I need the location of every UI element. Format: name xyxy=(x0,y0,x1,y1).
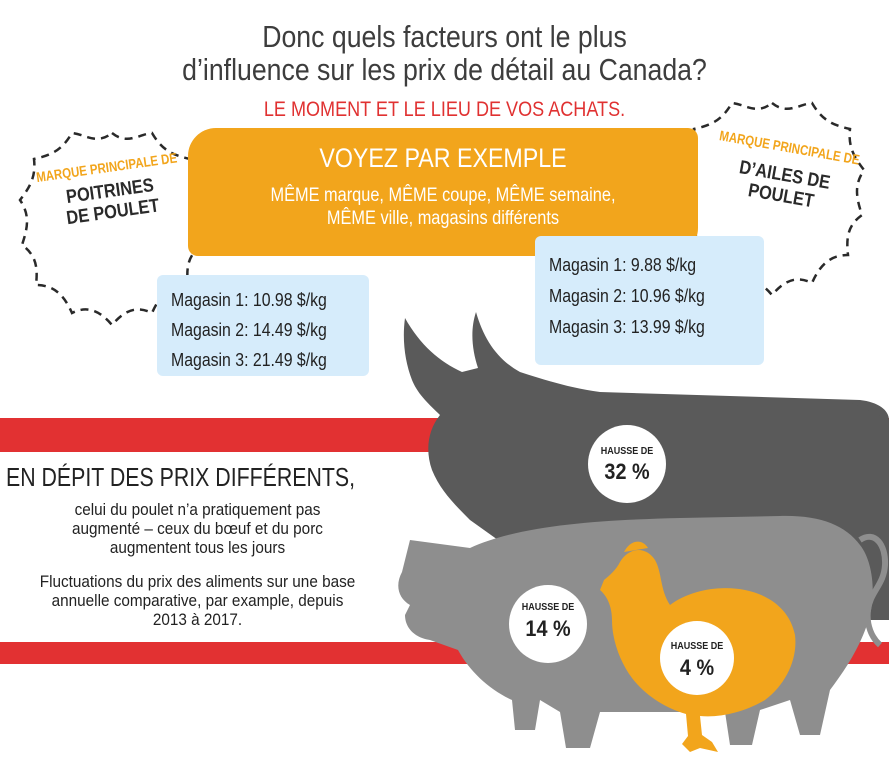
beef-increase-label: HAUSSE DE xyxy=(600,446,654,457)
wing-price-store-3: Magasin 3: 13.99 $/kg xyxy=(549,317,705,337)
pork-increase-value: 14 % xyxy=(525,616,571,641)
chicken-increase-label: HAUSSE DE xyxy=(670,641,724,652)
breast-price-store-3: Magasin 3: 21.49 $/kg xyxy=(171,350,327,370)
example-box xyxy=(188,128,698,256)
breast-price-box: Magasin 1: 10.98 $/kg Magasin 2: 14.49 $… xyxy=(157,275,369,376)
chicken-increase-badge: HAUSSE DE 4 % xyxy=(660,621,734,695)
breast-price-store-1: Magasin 1: 10.98 $/kg xyxy=(171,290,327,310)
example-detail-line-2: MÊME ville, magasins différents xyxy=(326,208,560,229)
wing-price-box: Magasin 1: 9.88 $/kg Magasin 2: 10.96 $/… xyxy=(535,236,764,365)
despite-line-1: celui du poulet n’a pratiquement pas xyxy=(74,500,321,519)
despite-line-2: augmenté – ceux du bœuf et du porc xyxy=(72,519,323,538)
despite-panel xyxy=(0,452,395,642)
wing-price-store-1: Magasin 1: 9.88 $/kg xyxy=(549,255,697,275)
wing-price-store-2: Magasin 2: 10.96 $/kg xyxy=(549,286,705,306)
despite-heading: EN DÉPIT DES PRIX DIFFÉRENTS, xyxy=(6,462,356,492)
beef-increase-value: 32 % xyxy=(604,459,650,484)
pork-increase-label: HAUSSE DE xyxy=(521,602,575,613)
despite-line-5: annuelle comparative, par example, depui… xyxy=(51,591,344,610)
despite-line-4: Fluctuations du prix des aliments sur un… xyxy=(39,572,356,591)
breast-price-store-2: Magasin 2: 14.49 $/kg xyxy=(171,320,327,340)
page-subtitle: LE MOMENT ET LE LIEU DE VOS ACHATS. xyxy=(263,98,626,121)
despite-description: celui du poulet n’a pratiquement pas aug… xyxy=(20,500,376,557)
example-detail-line-1: MÊME marque, MÊME coupe, MÊME semaine, xyxy=(270,185,616,206)
title-line-2: d’influence sur les prix de détail au Ca… xyxy=(182,52,707,87)
despite-line-3: augmentent tous les jours xyxy=(109,538,286,557)
pork-increase-badge: HAUSSE DE 14 % xyxy=(509,585,587,663)
title-line-1: Donc quels facteurs ont le plus xyxy=(262,19,627,54)
example-heading: VOYEZ PAR EXEMPLE xyxy=(319,143,567,173)
chicken-increase-value: 4 % xyxy=(679,655,715,680)
example-detail: MÊME marque, MÊME coupe, MÊME semaine, M… xyxy=(224,184,663,230)
despite-line-6: 2013 à 2017. xyxy=(152,610,243,629)
page-title: Donc quels facteurs ont le plus d’influe… xyxy=(62,20,827,86)
beef-increase-badge: HAUSSE DE 32 % xyxy=(588,425,666,503)
despite-note: Fluctuations du prix des aliments sur un… xyxy=(20,572,376,629)
